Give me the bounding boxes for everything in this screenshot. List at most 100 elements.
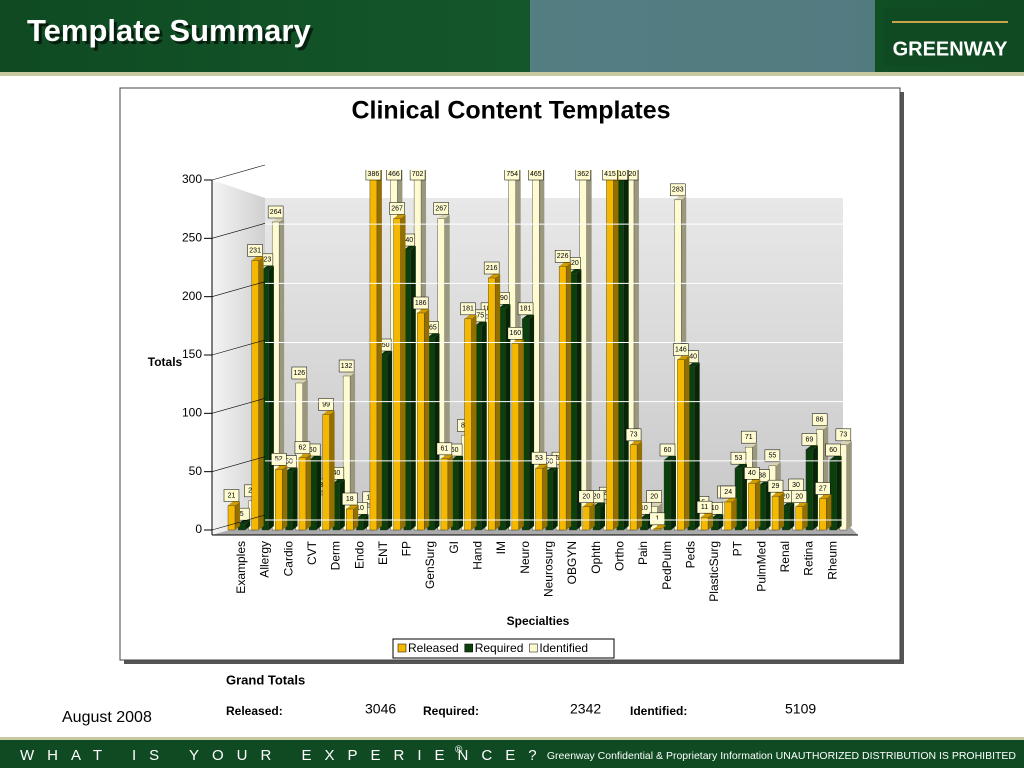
bar-top	[285, 467, 298, 472]
summary-label: Required:	[423, 704, 479, 718]
bar-top	[403, 246, 416, 250]
bar-side	[458, 456, 464, 530]
bar-side	[552, 467, 558, 530]
value-label: 40	[332, 470, 340, 477]
bar-top	[275, 465, 288, 470]
x-tick-label: PulmMed	[754, 541, 768, 592]
value-label-box	[646, 490, 662, 503]
y-tick-label: 300	[182, 172, 202, 186]
value-label: 181	[462, 306, 474, 313]
x-tick-label: Cardio	[281, 541, 295, 577]
value-label: 754	[506, 171, 518, 178]
bar-side	[529, 314, 535, 530]
bar-top	[724, 498, 737, 502]
bar-side	[660, 524, 666, 530]
value-label-box	[835, 428, 852, 442]
bar	[748, 483, 756, 531]
value-label-box	[791, 490, 807, 503]
bar-top	[687, 362, 700, 367]
bar-side	[363, 514, 369, 530]
bar-top	[272, 218, 285, 222]
bar-side	[268, 265, 274, 530]
y-tick-label: 200	[182, 289, 202, 303]
bar-top	[437, 214, 450, 219]
summary-label: Identified:	[630, 704, 687, 718]
x-tick-label: Retina	[802, 541, 816, 576]
plot: 2526412630132194667022678118175446553362…	[223, 170, 852, 531]
value-label-box	[267, 205, 284, 219]
summary-value: 3046	[365, 701, 396, 717]
x-tick-label: Hand	[471, 541, 485, 570]
grid-line	[211, 164, 266, 181]
bar-side	[234, 501, 240, 530]
bar-side	[589, 502, 595, 530]
bar-top	[569, 269, 582, 274]
bar-top	[772, 492, 784, 497]
bar-side	[566, 262, 572, 530]
bar	[629, 444, 638, 531]
value-label: 267	[435, 205, 447, 212]
bar-top	[674, 195, 687, 200]
bar-side	[410, 246, 416, 530]
legend-label: Required	[475, 641, 524, 655]
bar-side	[481, 321, 487, 530]
bar	[535, 467, 543, 531]
bar	[511, 343, 520, 531]
x-tick-label: Neuro	[518, 541, 532, 574]
bar-top	[498, 304, 511, 309]
value-label: 466	[388, 171, 400, 178]
value-label-box	[696, 500, 713, 514]
value-label: 53	[535, 455, 543, 462]
bar-side	[731, 498, 737, 530]
x-tick-label: OBGYN	[565, 541, 579, 584]
x-tick-label: Pain	[636, 541, 650, 565]
date: August 2008	[62, 709, 152, 726]
x-tick-label: Allergy	[258, 541, 272, 578]
bar	[700, 516, 709, 531]
value-label: 24	[724, 489, 732, 496]
bar-side	[600, 502, 606, 530]
bar-top	[593, 502, 606, 507]
bar-side	[670, 456, 676, 530]
value-label: 1	[655, 516, 659, 523]
bar-side	[282, 465, 288, 530]
value-label: 165	[425, 324, 437, 331]
value-label: 53	[735, 455, 743, 462]
bar-side	[613, 170, 619, 530]
grid-line	[211, 398, 266, 414]
x-tick-label: Peds	[683, 541, 697, 568]
value-label-box	[433, 202, 449, 215]
value-label: 73	[839, 432, 847, 439]
value-label: 18	[346, 496, 354, 503]
value-label: 10	[640, 505, 648, 512]
bar-side	[387, 351, 393, 530]
bar-top	[839, 440, 852, 445]
value-label-box	[811, 413, 828, 426]
bar	[275, 469, 283, 531]
value-label-box	[504, 170, 520, 181]
x-tick-label: PedPulm	[660, 541, 674, 590]
value-label: 29	[772, 483, 780, 490]
bar	[440, 458, 449, 531]
footer-rule	[0, 737, 1024, 740]
bar-top	[650, 502, 663, 507]
value-label-box	[386, 170, 402, 181]
value-label: 20	[582, 494, 590, 501]
bar-top	[474, 321, 487, 326]
x-tick-label: Renal	[778, 541, 792, 572]
bar	[724, 501, 732, 531]
value-label-box	[602, 170, 618, 181]
bar-top	[261, 265, 274, 270]
bar-top	[653, 524, 666, 529]
x-tick-label: Rheum	[825, 541, 839, 580]
bar-top	[356, 514, 369, 519]
x-tick-label: Neurosurg	[541, 541, 555, 597]
bar	[582, 506, 590, 531]
value-label: 420	[625, 171, 637, 178]
bar-side	[258, 256, 264, 530]
bar-top	[309, 456, 322, 460]
bar-side	[518, 339, 524, 530]
value-label: 186	[415, 300, 427, 307]
bar	[369, 170, 378, 531]
